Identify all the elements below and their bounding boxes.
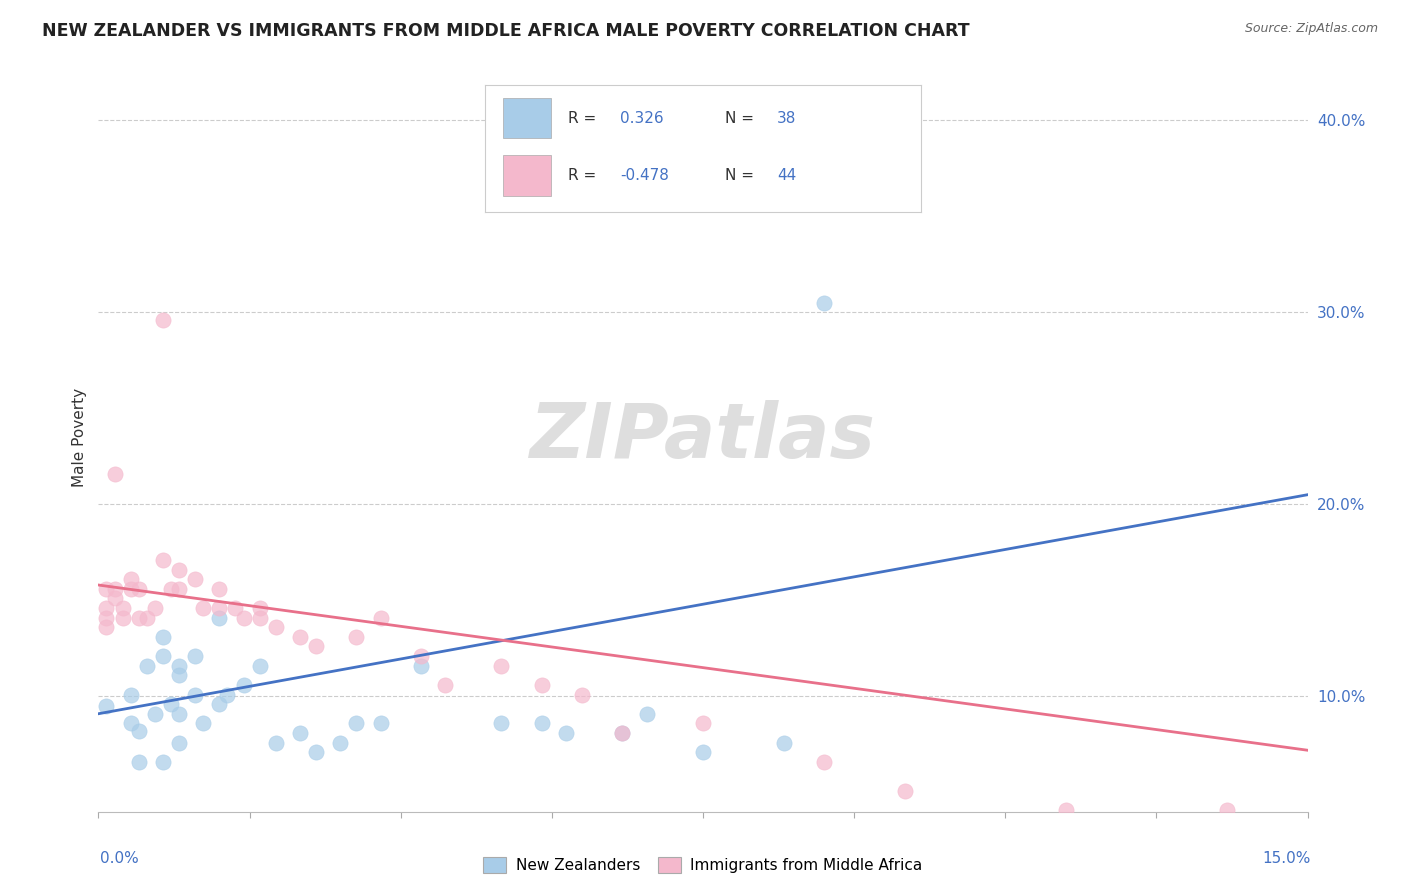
Point: [208, 610, 231, 624]
Point: [491, 716, 513, 731]
Point: [143, 601, 166, 615]
Point: [530, 678, 553, 692]
Point: [160, 697, 183, 711]
Point: [555, 726, 578, 740]
Point: [612, 726, 634, 740]
Point: [128, 610, 150, 624]
Point: [208, 601, 231, 615]
Point: [692, 716, 714, 731]
Point: [135, 610, 157, 624]
Point: [160, 582, 183, 596]
Point: [530, 716, 553, 731]
Point: [128, 582, 150, 596]
Point: [103, 582, 125, 596]
Point: [772, 735, 794, 749]
Point: [249, 610, 271, 624]
Point: [893, 783, 915, 797]
Point: [167, 668, 190, 682]
Point: [193, 601, 215, 615]
Point: [249, 601, 271, 615]
Point: [120, 716, 142, 731]
Point: [344, 630, 367, 644]
Point: [409, 649, 432, 664]
Point: [344, 716, 367, 731]
Point: [1216, 803, 1239, 817]
Point: [184, 649, 207, 664]
Point: [96, 699, 118, 714]
Point: [636, 706, 658, 721]
Text: NEW ZEALANDER VS IMMIGRANTS FROM MIDDLE AFRICA MALE POVERTY CORRELATION CHART: NEW ZEALANDER VS IMMIGRANTS FROM MIDDLE …: [42, 22, 970, 40]
Point: [329, 735, 352, 749]
Point: [208, 582, 231, 596]
Point: [128, 724, 150, 739]
Point: [571, 688, 593, 702]
Point: [813, 295, 835, 310]
Point: [612, 726, 634, 740]
Point: [111, 610, 134, 624]
Text: ZIPatlas: ZIPatlas: [530, 401, 876, 474]
Legend: New Zealanders, Immigrants from Middle Africa: New Zealanders, Immigrants from Middle A…: [477, 851, 929, 879]
Point: [370, 716, 392, 731]
Point: [167, 582, 190, 596]
Point: [143, 706, 166, 721]
Point: [1054, 803, 1077, 817]
Point: [120, 572, 142, 586]
Point: [232, 610, 254, 624]
Point: [103, 591, 125, 606]
Point: [370, 610, 392, 624]
Point: [111, 601, 134, 615]
Point: [96, 582, 118, 596]
Point: [184, 688, 207, 702]
Text: Source: ZipAtlas.com: Source: ZipAtlas.com: [1244, 22, 1378, 36]
Point: [305, 640, 328, 654]
Point: [692, 745, 714, 759]
Point: [152, 755, 174, 769]
Point: [152, 649, 174, 664]
Point: [167, 658, 190, 673]
Point: [264, 620, 287, 634]
Point: [167, 563, 190, 577]
Point: [96, 601, 118, 615]
Point: [264, 735, 287, 749]
Point: [288, 630, 311, 644]
Point: [232, 678, 254, 692]
Point: [409, 658, 432, 673]
Text: 0.0%: 0.0%: [100, 851, 139, 865]
Point: [305, 745, 328, 759]
Point: [288, 726, 311, 740]
Point: [193, 716, 215, 731]
Point: [167, 706, 190, 721]
Point: [103, 467, 125, 481]
Point: [96, 610, 118, 624]
Point: [152, 630, 174, 644]
Point: [813, 755, 835, 769]
Point: [224, 601, 246, 615]
Point: [120, 582, 142, 596]
Point: [152, 553, 174, 567]
Text: 15.0%: 15.0%: [1263, 851, 1310, 865]
Point: [208, 697, 231, 711]
Point: [96, 620, 118, 634]
Point: [491, 658, 513, 673]
Point: [184, 572, 207, 586]
Point: [217, 688, 239, 702]
Point: [135, 658, 157, 673]
Y-axis label: Male Poverty: Male Poverty: [72, 387, 87, 487]
Point: [434, 678, 457, 692]
Point: [167, 735, 190, 749]
Point: [128, 755, 150, 769]
Point: [152, 313, 174, 327]
Point: [120, 688, 142, 702]
Point: [249, 658, 271, 673]
